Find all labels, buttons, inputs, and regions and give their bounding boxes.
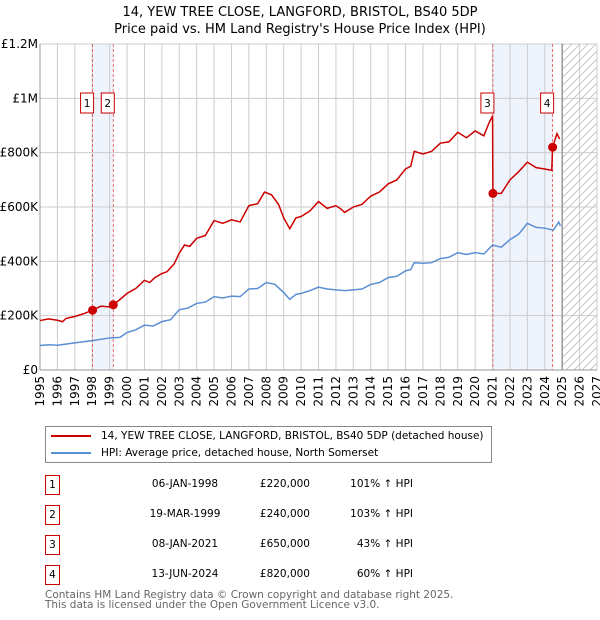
sale-label-border [100,92,115,114]
x-tick-label: 2001 [137,376,151,407]
y-tick-label: £600K [0,200,39,214]
x-tick-label: 2023 [520,376,534,407]
sale-hpi: 101% ↑ HPI [350,478,413,490]
x-tick-label: 2015 [381,376,395,407]
sale-point [108,300,118,310]
sale-hpi: 60% ↑ HPI [356,568,413,580]
x-tick-label: 2003 [172,376,186,407]
sale-label-box: 1 [80,92,95,114]
sale-label-border [540,92,555,114]
legend-label: HPI: Average price, detached house, Nort… [101,447,379,459]
legend: 14, YEW TREE CLOSE, LANGFORD, BRISTOL, B… [45,426,492,463]
x-tick-label: 2011 [312,376,326,407]
x-tick-label: 1996 [50,376,64,407]
sale-date: 19-MAR-1999 [149,508,221,520]
chart-subtitle: Price paid vs. HM Land Registry's House … [114,22,486,37]
table-row: 3 08-JAN-2021 £650,000 43% ↑ HPI [45,535,445,555]
y-tick-label: £400K [0,254,39,268]
sale-label-number: 2 [104,98,111,110]
x-tick-label: 2006 [224,376,238,407]
sale-label-number: 3 [484,98,491,110]
sale-label-box: 3 [480,92,495,114]
x-tick-label: 2016 [399,376,413,407]
sale-label-number: 4 [544,98,551,110]
sale-hpi: 43% ↑ HPI [356,538,413,550]
x-tick-label: 2017 [416,376,430,407]
sale-date: 08-JAN-2021 [151,538,219,550]
x-tick-label: 2025 [555,376,569,407]
y-tick-label: £200K [0,309,39,323]
sale-price: £220,000 [259,478,310,490]
footer: Contains HM Land Registry data © Crown c… [45,589,454,611]
y-tick-label: £1M [12,91,38,105]
x-tick-label: 2009 [277,376,291,407]
sale-label-box: 2 [100,92,115,114]
sale-badge: 1 [45,475,60,495]
x-tick-label: 2026 [573,376,587,407]
table-row: 1 06-JAN-1998 £220,000 101% ↑ HPI [45,475,445,495]
x-tick-label: 2019 [451,376,465,407]
x-tick-label: 2027 [590,376,600,407]
x-tick-label: 1998 [85,376,99,407]
sale-price: £820,000 [259,568,310,580]
sale-price: £240,000 [259,508,310,520]
x-tick-label: 2004 [190,376,204,407]
sale-date: 13-JUN-2024 [151,568,219,580]
x-tick-label: 1997 [68,376,82,407]
sale-label-border [80,92,95,114]
x-tick-label: 2013 [346,376,360,407]
sale-point [488,188,498,198]
x-tick-label: 2007 [242,376,256,407]
x-tick-label: 2021 [486,376,500,407]
legend-label: 14, YEW TREE CLOSE, LANGFORD, BRISTOL, B… [101,430,484,442]
x-tick-label: 2002 [155,376,169,407]
x-tick-label: 2024 [538,376,552,407]
x-tick-label: 1995 [33,376,47,407]
sale-badge: 2 [45,505,60,525]
sale-badge: 3 [45,535,60,555]
sale-point [88,305,98,315]
legend-line-red [51,435,91,437]
x-tick-label: 2005 [207,376,221,407]
x-tick-label: 2000 [120,376,134,407]
price-chart: 1995 1996 1997 1998 1999 2000 2001 2002 2003 2004… [0,37,600,407]
legend-item-hpi: HPI: Average price, detached house, Nort… [51,445,378,461]
property-series-line [39,115,561,323]
x-tick-label: 2010 [294,376,308,407]
copyright-text: Contains HM Land Registry data © Crown c… [45,589,454,601]
x-tick-label: 2008 [259,376,273,407]
hpi-series-line [39,220,562,347]
sale-point [548,142,558,152]
sale-label-number: 1 [84,98,91,110]
sale-hpi: 103% ↑ HPI [350,508,413,520]
y-tick-label: £1.2M [1,37,38,51]
table-row: 4 13-JUN-2024 £820,000 60% ↑ HPI [45,565,445,585]
x-tick-label: 2020 [468,376,482,407]
sale-label-border [480,92,495,114]
sale-date: 06-JAN-1998 [151,478,219,490]
licence-text: This data is licensed under the Open Gov… [45,599,380,611]
x-tick-label: 2018 [433,376,447,407]
legend-line-blue [51,452,91,454]
y-tick-label: £800K [0,146,39,160]
legend-item-property: 14, YEW TREE CLOSE, LANGFORD, BRISTOL, B… [51,428,484,444]
sale-label-box: 4 [540,92,555,114]
x-tick-label: 2014 [364,376,378,407]
x-tick-label: 2022 [503,376,517,407]
x-tick-label: 1999 [103,376,117,407]
x-tick-label: 2012 [329,376,343,407]
sale-badge: 4 [45,565,60,585]
sale-price: £650,000 [259,538,310,550]
chart-title: 14, YEW TREE CLOSE, LANGFORD, BRISTOL, B… [122,5,478,20]
table-row: 2 19-MAR-1999 £240,000 103% ↑ HPI [45,505,445,525]
y-tick-label: £0 [23,363,38,377]
